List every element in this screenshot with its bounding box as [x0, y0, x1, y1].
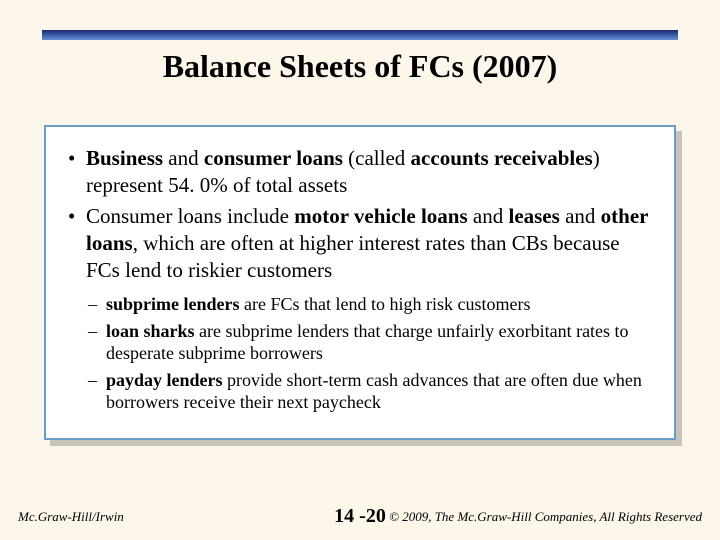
sub-bullet-text: payday lenders provide short-term cash a… — [106, 370, 642, 413]
bullet-item: Consumer loans include motor vehicle loa… — [68, 203, 652, 284]
footer-page-number: 14 -20 — [334, 505, 386, 528]
content-box: Business and consumer loans (called acco… — [44, 125, 676, 440]
slide-title: Balance Sheets of FCs (2007) — [42, 30, 678, 95]
sub-bullet-list: subprime lenders are FCs that lend to hi… — [68, 293, 652, 414]
footer-copyright: © 2009, The Mc.Graw-Hill Companies, All … — [386, 509, 702, 525]
bullet-list: Business and consumer loans (called acco… — [68, 145, 652, 283]
sub-bullet-item: loan sharks are subprime lenders that ch… — [68, 320, 652, 365]
bullet-item: Business and consumer loans (called acco… — [68, 145, 652, 199]
bullet-text: Consumer loans include motor vehicle loa… — [86, 204, 648, 282]
title-bar: Balance Sheets of FCs (2007) — [42, 30, 678, 95]
content-box-wrap: Business and consumer loans (called acco… — [44, 125, 676, 440]
footer-publisher: Mc.Graw-Hill/Irwin — [18, 509, 334, 525]
slide: Balance Sheets of FCs (2007) Business an… — [0, 0, 720, 540]
sub-bullet-item: subprime lenders are FCs that lend to hi… — [68, 293, 652, 316]
sub-bullet-item: payday lenders provide short-term cash a… — [68, 369, 652, 414]
bullet-text: Business and consumer loans (called acco… — [86, 146, 600, 197]
slide-footer: Mc.Graw-Hill/Irwin 14 -20 © 2009, The Mc… — [0, 505, 720, 528]
sub-bullet-text: subprime lenders are FCs that lend to hi… — [106, 294, 530, 314]
sub-bullet-text: loan sharks are subprime lenders that ch… — [106, 321, 629, 364]
